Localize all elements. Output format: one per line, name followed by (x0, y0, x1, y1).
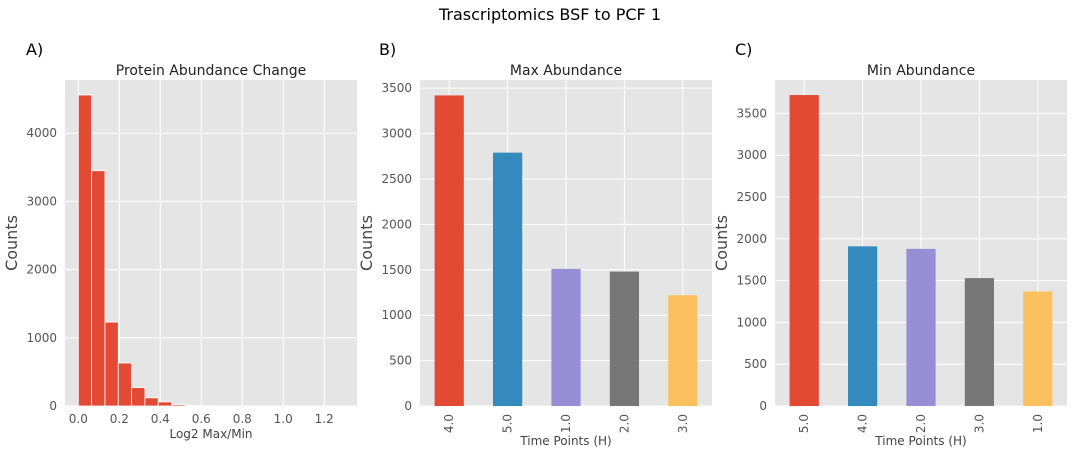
x-tick-label: 0.0 (69, 412, 88, 426)
x-axis-label: Time Points (H) (874, 434, 966, 448)
bar (668, 295, 698, 406)
bar (551, 268, 581, 406)
x-axis-label: Time Points (H) (519, 434, 611, 448)
y-axis-label: Counts (2, 215, 21, 271)
x-tick-label: 1.0 (1031, 414, 1045, 433)
y-tick-label: 2500 (381, 172, 412, 186)
y-tick-label: 1000 (381, 308, 412, 322)
y-tick-label: 0 (49, 399, 57, 413)
y-tick-label: 3000 (26, 194, 57, 208)
x-tick-label: 2.0 (617, 414, 631, 433)
panel-label: C) (735, 40, 752, 59)
chart-title: Min Abundance (867, 63, 975, 79)
y-tick-label: 2500 (736, 190, 767, 204)
x-tick-label: 0.6 (192, 412, 211, 426)
histogram-bar (144, 397, 159, 407)
x-tick-label: 1.2 (315, 412, 334, 426)
y-tick-label: 1500 (736, 274, 767, 288)
histogram-bar (131, 387, 146, 407)
bar (609, 271, 639, 406)
histogram-bar (77, 94, 93, 407)
x-tick-label: 4.0 (442, 414, 456, 433)
histogram-bar (184, 404, 199, 407)
y-axis-label: Counts (712, 215, 731, 271)
panel-label: B) (379, 40, 396, 59)
chart-title: Protein Abundance Change (116, 63, 306, 79)
histogram-bar (117, 362, 132, 407)
x-tick-label: 4.0 (856, 414, 870, 433)
y-tick-label: 3000 (736, 148, 767, 162)
x-tick-label: 5.0 (797, 414, 811, 433)
histogram-bar (171, 404, 186, 407)
y-tick-label: 0 (404, 399, 412, 413)
y-tick-label: 0 (759, 399, 767, 413)
x-axis-label: Log2 Max/Min (169, 427, 252, 441)
y-tick-label: 1000 (26, 331, 57, 345)
x-tick-label: 2.0 (914, 414, 928, 433)
y-tick-label: 3000 (381, 127, 412, 141)
figure-suptitle: Trascriptomics BSF to PCF 1 (438, 5, 661, 24)
panel-2: B) Max Abundance 0 500 1000 1500 2000 2500 3000 3… (357, 40, 712, 448)
y-tick-label: 3500 (736, 106, 767, 120)
x-tick-label: 0.8 (233, 412, 252, 426)
y-tick-label: 1000 (736, 315, 767, 329)
chart-title: Max Abundance (510, 63, 622, 79)
x-tick-label: 0.2 (110, 412, 129, 426)
bar (434, 95, 464, 407)
y-tick-label: 1500 (381, 263, 412, 277)
y-tick-label: 4000 (26, 126, 57, 140)
histogram-bar (104, 321, 119, 407)
histogram-bar (91, 170, 106, 407)
histogram-bar (157, 401, 172, 407)
y-tick-label: 2000 (26, 263, 57, 277)
x-tick-label: 5.0 (501, 414, 515, 433)
bar (964, 278, 994, 406)
x-tick-label: 3.0 (972, 414, 986, 433)
bar (789, 95, 819, 407)
y-tick-label: 500 (389, 354, 412, 368)
x-tick-label: 0.4 (151, 412, 170, 426)
panel-1: A) Protein Abundance Change 0 1000 2000 3000 4… (2, 40, 357, 441)
x-tick-label: 1.0 (559, 414, 573, 433)
bar (906, 248, 936, 406)
bar (848, 246, 878, 406)
x-tick-label: 1.0 (274, 412, 293, 426)
y-tick-label: 3500 (381, 81, 412, 95)
y-axis-label: Counts (357, 215, 376, 271)
y-tick-label: 2000 (736, 232, 767, 246)
panel-label: A) (26, 40, 43, 59)
bar (493, 152, 523, 406)
x-tick-label: 3.0 (676, 414, 690, 433)
panel-3: C) Min Abundance 0 500 1000 1500 2000 2500 3000 3… (712, 40, 1067, 448)
bar (1023, 291, 1053, 406)
y-tick-label: 2000 (381, 217, 412, 231)
y-tick-label: 500 (744, 357, 767, 371)
